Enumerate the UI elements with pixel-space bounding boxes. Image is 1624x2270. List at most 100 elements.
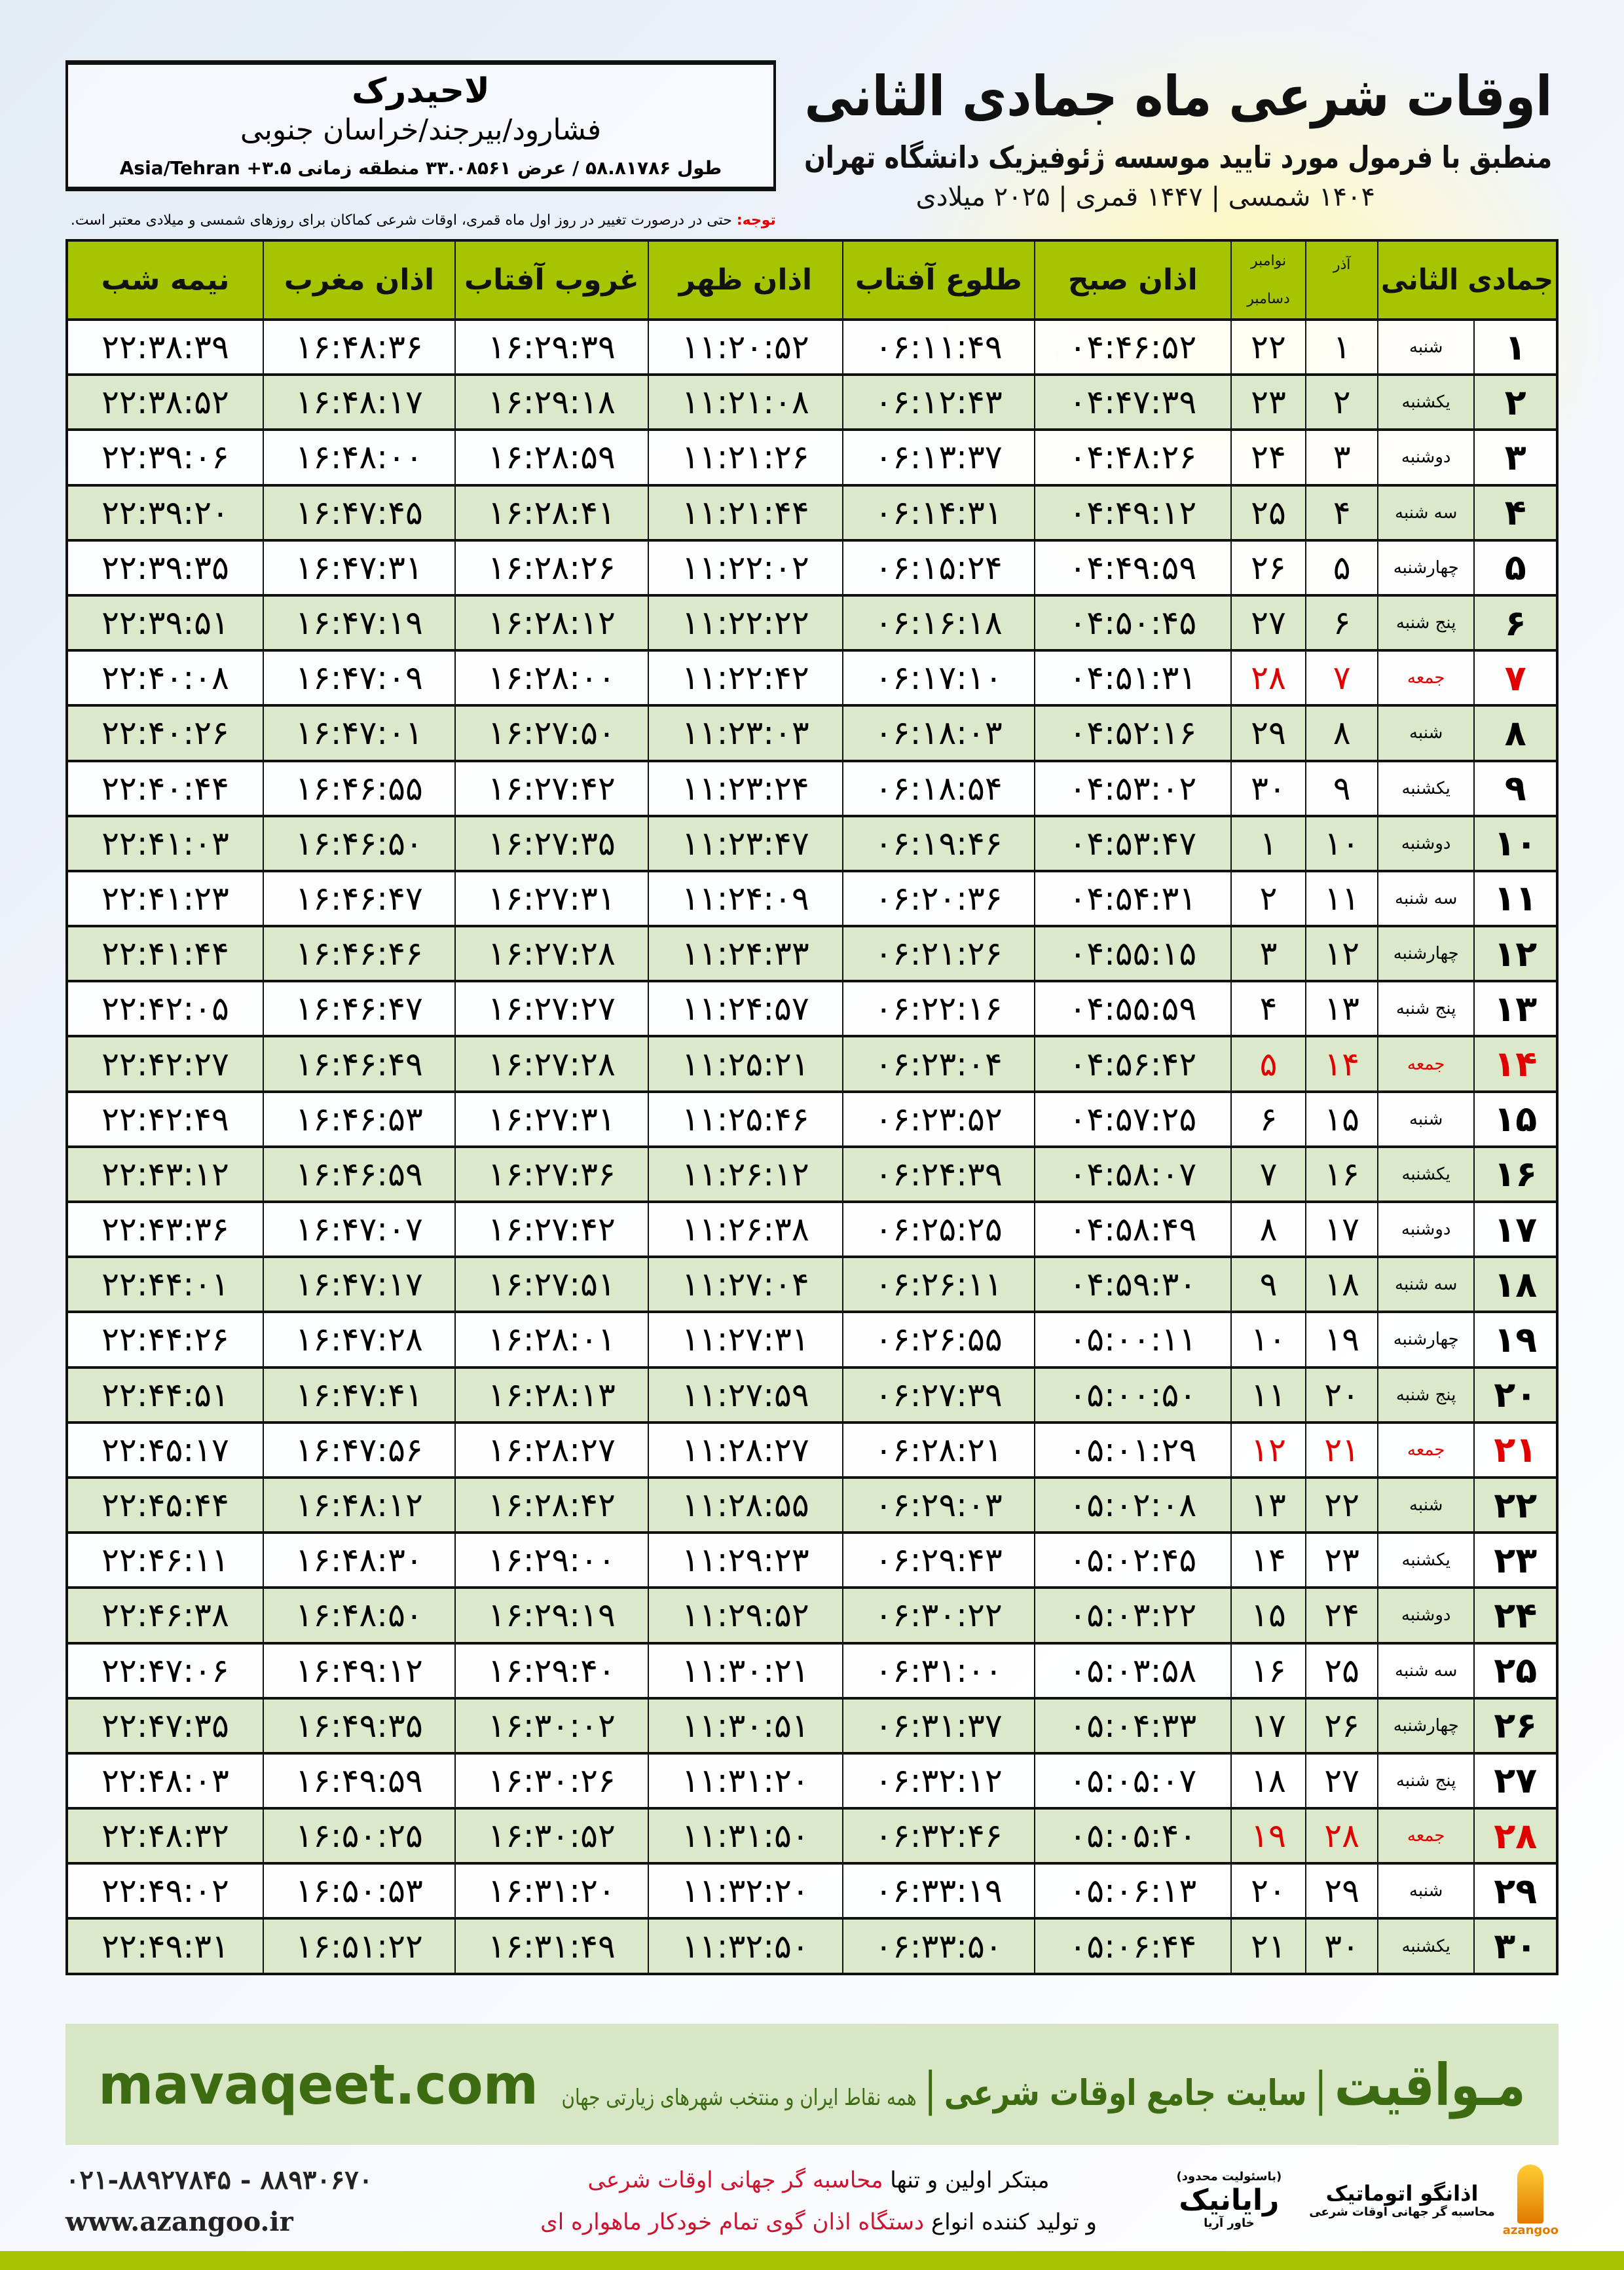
cell-maghrib: ۱۶:۴۸:۵۰ [262, 1589, 454, 1642]
table-row: ۱۵ شنبه ۱۵ ۶ ۰۴:۵۷:۲۵ ۰۶:۲۳:۵۲ ۱۱:۲۵:۴۶ ۱۶:۲۷:۳… [68, 1090, 1556, 1145]
cell-day: ۲۷ [1473, 1754, 1556, 1808]
cell-weekday-value: شنبه [1409, 1881, 1443, 1901]
col-header-maghrib-label: اذان مغرب [284, 263, 435, 297]
location-box: لاحیدرک فشارود/بیرجند/خراسان جنوبی طول ۵… [65, 60, 776, 191]
cell-maghrib-value: ۱۶:۴۷:۳۱ [295, 548, 423, 587]
cell-dhuhr-value: ۱۱:۲۲:۰۲ [681, 548, 809, 587]
cell-fajr-value: ۰۵:۰۳:۵۸ [1069, 1651, 1197, 1690]
cell-azar: ۱۷ [1305, 1203, 1377, 1256]
cell-gregorian-value: ۹ [1259, 1265, 1278, 1304]
cell-gregorian-value: ۱۸ [1251, 1761, 1286, 1800]
cell-day-value: ۱۸ [1494, 1263, 1538, 1305]
cell-dhuhr-value: ۱۱:۲۷:۳۱ [681, 1320, 809, 1359]
cell-midnight: ۲۲:۳۹:۵۱ [68, 597, 263, 649]
cell-gregorian-value: ۱۳ [1251, 1486, 1286, 1525]
cell-day-value: ۱۵ [1494, 1098, 1538, 1140]
cell-day-value: ۷ [1504, 657, 1526, 699]
azangoo-link[interactable]: www.azangoo.ir [65, 2206, 293, 2237]
cell-midnight-value: ۲۲:۴۰:۰۸ [101, 659, 229, 698]
cell-sunrise: ۰۶:۲۲:۱۶ [841, 982, 1034, 1035]
cell-day-value: ۲۵ [1494, 1650, 1538, 1692]
cell-gregorian: ۱۰ [1230, 1313, 1306, 1366]
cell-dhuhr-value: ۱۱:۲۳:۲۴ [681, 769, 809, 808]
cell-maghrib: ۱۶:۴۹:۱۲ [262, 1644, 454, 1697]
table-row: ۱۹ چهارشنبه ۱۹ ۱۰ ۰۵:۰۰:۱۱ ۰۶:۲۶:۵۵ ۱۱:۲۷:۳۱ ۱۶… [68, 1311, 1556, 1366]
cell-sunrise: ۰۶:۲۹:۰۳ [841, 1478, 1034, 1532]
cell-maghrib-value: ۱۶:۴۸:۱۲ [295, 1486, 423, 1525]
azar-label: آذر [1333, 257, 1351, 273]
table-row: ۱۷ دوشنبه ۱۷ ۸ ۰۴:۵۸:۴۹ ۰۶:۲۵:۲۵ ۱۱:۲۶:۳۸ ۱۶:۲۷… [68, 1200, 1556, 1256]
cell-midnight: ۲۲:۴۷:۰۶ [68, 1645, 263, 1697]
cell-fajr: ۰۴:۵۵:۵۹ [1033, 982, 1230, 1035]
cell-day-value: ۲۷ [1494, 1760, 1538, 1802]
cell-midnight: ۲۲:۳۸:۳۹ [68, 321, 263, 373]
table-row: ۴ سه شنبه ۴ ۲۵ ۰۴:۴۹:۱۲ ۰۶:۱۴:۳۱ ۱۱:۲۱:۴۴ ۱۶:۲۸… [68, 483, 1556, 539]
cell-dhuhr-value: ۱۱:۳۱:۲۰ [681, 1761, 809, 1800]
cell-maghrib: ۱۶:۵۰:۲۵ [262, 1810, 454, 1863]
cell-weekday: جمعه [1376, 652, 1473, 705]
cell-sunrise-value: ۰۶:۳۳:۱۹ [874, 1872, 1003, 1910]
cell-dhuhr-value: ۱۱:۲۱:۰۸ [681, 383, 809, 422]
cell-midnight-value: ۲۲:۴۶:۳۸ [101, 1596, 229, 1635]
cell-sunset: ۱۶:۲۷:۲۸ [454, 927, 648, 980]
cell-midnight-value: ۲۲:۴۲:۰۵ [101, 990, 229, 1028]
cell-maghrib: ۱۶:۴۶:۴۹ [262, 1037, 454, 1090]
cell-weekday-value: پنج شنبه [1395, 999, 1456, 1019]
cell-day-value: ۲۹ [1494, 1870, 1538, 1912]
cell-midnight-value: ۲۲:۴۰:۲۶ [101, 714, 229, 753]
cell-weekday-value: شنبه [1409, 1495, 1443, 1516]
cell-azar-value: ۳ [1333, 438, 1351, 477]
cell-maghrib-value: ۱۶:۴۶:۴۷ [295, 990, 423, 1028]
cell-azar: ۲۹ [1305, 1865, 1377, 1918]
cell-dhuhr: ۱۱:۲۹:۵۲ [647, 1589, 842, 1642]
cell-fajr: ۰۴:۵۷:۲۵ [1033, 1092, 1230, 1145]
cell-day: ۸ [1473, 707, 1556, 760]
cell-maghrib-value: ۱۶:۴۸:۱۷ [295, 383, 423, 422]
cell-azar: ۶ [1305, 596, 1377, 650]
cell-sunset: ۱۶:۲۸:۱۲ [454, 596, 648, 650]
note-line: توجه: حتی در درصورت تغییر در روز اول ماه… [71, 210, 776, 232]
cell-sunrise: ۰۶:۲۸:۲۱ [841, 1423, 1034, 1476]
cell-azar-value: ۱۲ [1324, 935, 1359, 973]
cell-midnight: ۲۲:۳۹:۰۶ [68, 431, 263, 483]
cell-day-value: ۸ [1504, 712, 1526, 754]
cell-day: ۱۴ [1473, 1037, 1556, 1090]
separator: | [924, 2062, 937, 2116]
separator: | [1314, 2062, 1327, 2116]
col-header-dhuhr: اذان ظهر [647, 242, 842, 318]
cell-sunrise: ۰۶:۱۱:۴۹ [841, 321, 1034, 374]
cell-azar: ۳۰ [1305, 1920, 1377, 1973]
cell-sunrise-value: ۰۶:۳۳:۵۰ [874, 1927, 1003, 1965]
cell-sunrise: ۰۶:۲۱:۲۶ [841, 927, 1034, 980]
cell-midnight-value: ۲۲:۴۴:۵۱ [101, 1375, 229, 1414]
cell-fajr: ۰۴:۴۶:۵۲ [1033, 321, 1230, 374]
cell-day-value: ۱۰ [1494, 823, 1538, 865]
cell-gregorian: ۲۶ [1230, 541, 1306, 594]
cell-gregorian-value: ۱۰ [1251, 1320, 1286, 1359]
cell-gregorian: ۱۸ [1230, 1754, 1306, 1808]
cell-midnight-value: ۲۲:۴۸:۰۳ [101, 1761, 229, 1800]
cell-fajr-value: ۰۴:۵۸:۴۹ [1069, 1210, 1197, 1249]
cell-weekday: چهارشنبه [1376, 1313, 1473, 1366]
dec-label: دسامبر [1247, 291, 1290, 308]
table-row: ۲۲ شنبه ۲۲ ۱۳ ۰۵:۰۲:۰۸ ۰۶:۲۹:۰۳ ۱۱:۲۸:۵۵ ۱۶:۲۸:… [68, 1476, 1556, 1532]
cell-fajr-value: ۰۴:۵۳:۴۷ [1069, 824, 1197, 863]
cell-sunset-value: ۱۶:۲۷:۲۷ [487, 990, 616, 1028]
cell-maghrib-value: ۱۶:۴۶:۴۷ [295, 879, 423, 918]
cell-day-value: ۲۸ [1494, 1815, 1538, 1857]
cell-dhuhr: ۱۱:۲۴:۳۳ [647, 927, 842, 980]
cell-weekday-value: چهارشنبه [1393, 944, 1459, 964]
cell-day: ۱۸ [1473, 1258, 1556, 1311]
cell-sunset: ۱۶:۲۷:۳۱ [454, 1092, 648, 1145]
col-header-dhuhr-label: اذان ظهر [678, 263, 813, 297]
cell-day-value: ۱۲ [1494, 933, 1538, 975]
cell-day: ۱۷ [1473, 1203, 1556, 1256]
cell-weekday: پنج شنبه [1376, 982, 1473, 1035]
cell-maghrib: ۱۶:۴۷:۳۱ [262, 541, 454, 594]
site-link[interactable]: mavaqeet.com [98, 2053, 539, 2117]
cell-gregorian: ۲۹ [1230, 707, 1306, 760]
logo2-note: (باسئولیت محدود) [1176, 2170, 1282, 2184]
cell-day: ۲۲ [1473, 1478, 1556, 1532]
cell-midnight: ۲۲:۴۳:۱۲ [68, 1148, 263, 1200]
cell-gregorian: ۲۷ [1230, 596, 1306, 650]
